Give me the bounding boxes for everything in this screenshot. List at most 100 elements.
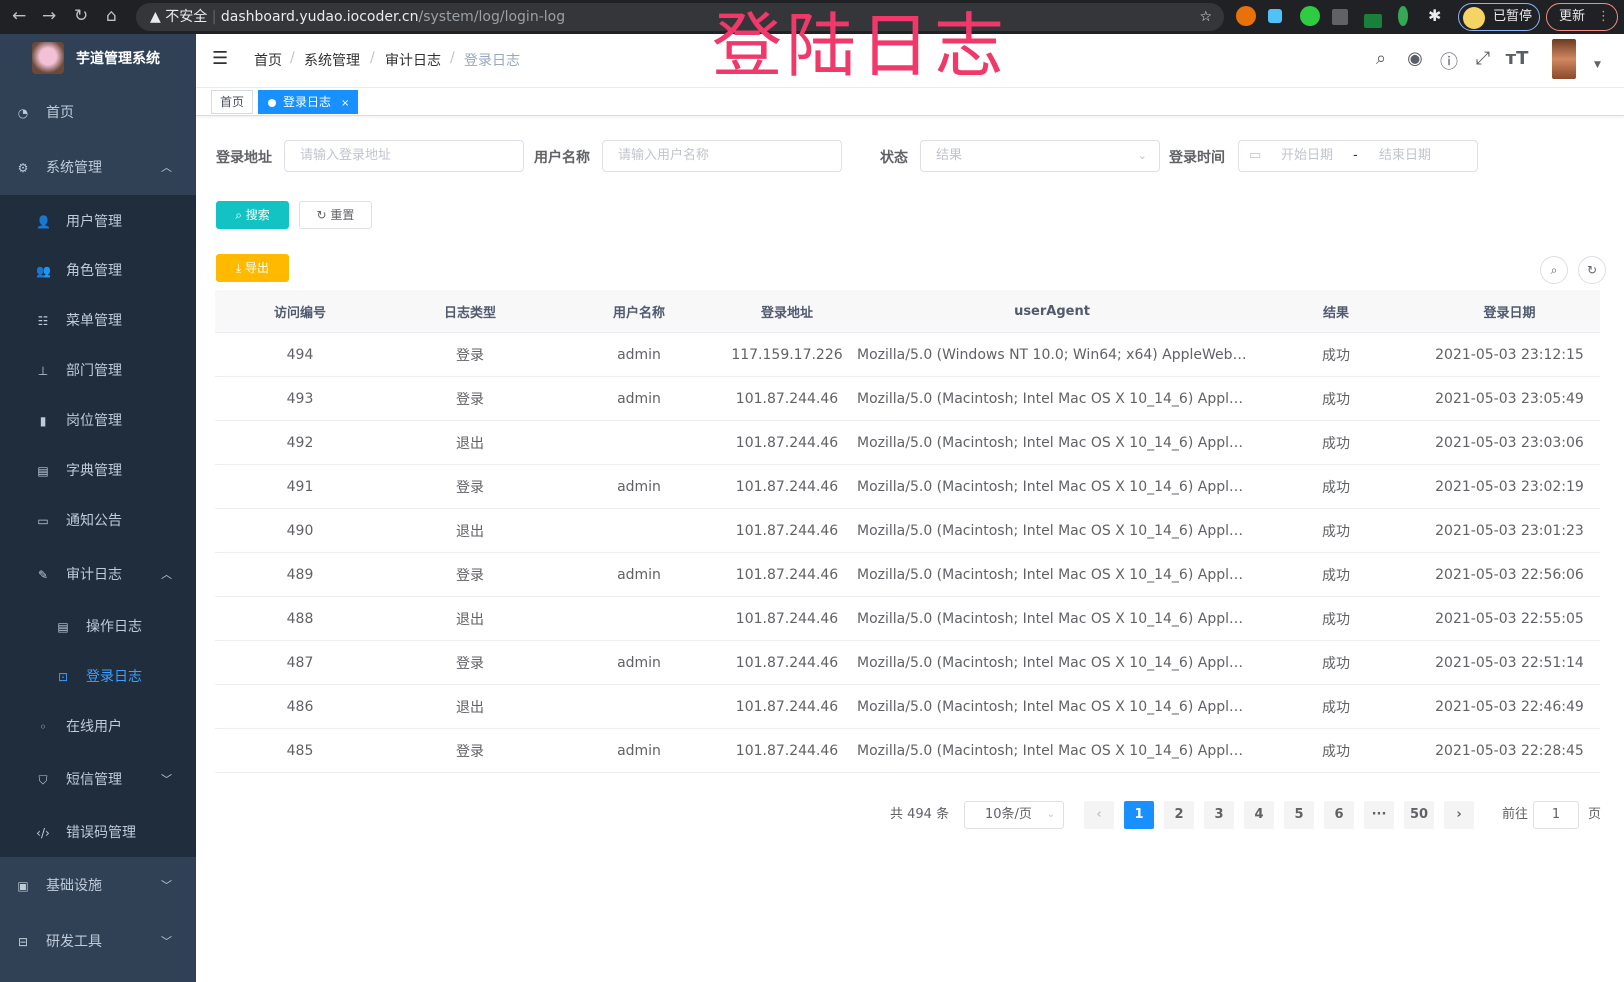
url-host: dashboard.yudao.iocoder.cn <box>220 9 419 25</box>
refresh-button[interactable]: ↻ <box>1578 256 1606 284</box>
fullscreen-icon[interactable]: ⤢ <box>1475 48 1491 69</box>
table-cell: 成功 <box>1322 435 1350 452</box>
github-icon[interactable]: ◉ <box>1407 48 1423 69</box>
caret-down-icon[interactable]: ▼ <box>1594 60 1601 70</box>
tag-home[interactable]: 首页 <box>211 90 254 114</box>
chevron-down-icon: ⌄ <box>1137 149 1147 162</box>
reset-button-label: 重置 <box>330 208 355 222</box>
sidebar-item-6[interactable]: ▮ 岗位管理 <box>0 396 196 446</box>
submenu-background <box>0 195 196 857</box>
avatar[interactable] <box>1552 39 1576 79</box>
chevron-up-icon: ︿ <box>161 161 172 174</box>
chevron-up-icon: ︿ <box>161 568 172 581</box>
sidebar-item-1[interactable]: ⚙ 系统管理 ︿ <box>0 143 196 193</box>
page-size-select[interactable]: 10条/页 ⌄ <box>964 801 1064 829</box>
sidebar-item-12[interactable]: ◦ 在线用户 <box>0 702 196 752</box>
sidebar-item-9[interactable]: ✎ 审计日志 ︿ <box>0 550 196 600</box>
end-date-input[interactable]: 结束日期 <box>1379 148 1432 163</box>
table-cell: admin <box>617 742 661 759</box>
home-icon[interactable]: ⌂ <box>106 6 117 26</box>
profile-button[interactable]: 已暂停 <box>1458 3 1540 31</box>
sidebar-item-8[interactable]: ▭ 通知公告 <box>0 496 196 546</box>
search-button[interactable]: ⌕ 搜索 <box>216 201 289 229</box>
sidebar-item-label: 岗位管理 <box>66 413 122 429</box>
sidebar-item-11[interactable]: ⊡ 登录日志 <box>0 652 196 702</box>
breadcrumb-separator: / <box>290 50 295 66</box>
update-button[interactable]: 更新 ⋮ <box>1546 3 1618 31</box>
page-button[interactable]: ··· <box>1364 801 1394 829</box>
address-bar[interactable]: ▲ 不安全 | dashboard.yudao.iocoder.cn/syste… <box>136 3 1224 31</box>
status-select[interactable]: 结果 ⌄ <box>920 140 1160 172</box>
extension-icon[interactable] <box>1268 9 1282 23</box>
table-cell: 成功 <box>1322 743 1350 760</box>
breadcrumb-home[interactable]: 首页 <box>254 53 282 69</box>
page-button[interactable]: 50 <box>1404 801 1434 829</box>
page-button[interactable]: 6 <box>1324 801 1354 829</box>
sidebar-item-0[interactable]: ◔ 首页 <box>0 88 196 138</box>
export-button[interactable]: ⤓ 导出 <box>216 254 289 282</box>
page-button[interactable]: 2 <box>1164 801 1194 829</box>
sidebar-item-3[interactable]: 👥 角色管理 <box>0 246 196 296</box>
goto-label: 前往 <box>1502 807 1529 822</box>
page-button[interactable]: 4 <box>1244 801 1274 829</box>
next-page-button[interactable]: › <box>1444 801 1474 829</box>
breadcrumb-system: 系统管理 <box>304 53 360 69</box>
back-icon[interactable]: ← <box>12 6 27 26</box>
sidebar-item-15[interactable]: ▣ 基础设施 ﹀ <box>0 861 196 911</box>
extension-icon[interactable] <box>1332 9 1348 25</box>
sidebar-item-16[interactable]: ⊟ 研发工具 ﹀ <box>0 917 196 967</box>
logininfor-icon: ⊡ <box>57 670 69 684</box>
column-header[interactable]: 登录地址 <box>760 305 813 321</box>
sidebar-item-5[interactable]: ⊥ 部门管理 <box>0 346 196 396</box>
page-button[interactable]: 5 <box>1284 801 1314 829</box>
font-size-icon[interactable]: тT <box>1505 48 1529 69</box>
column-header[interactable]: 日志类型 <box>443 305 496 321</box>
table-cell: 登录 <box>456 347 484 364</box>
extension-icon[interactable] <box>1398 6 1408 26</box>
sidebar-item-label: 审计日志 <box>66 567 122 583</box>
sidebar-item-7[interactable]: ▤ 字典管理 <box>0 446 196 496</box>
extension-icon[interactable] <box>1236 6 1256 26</box>
close-icon[interactable]: × <box>341 98 350 109</box>
table-cell: 117.159.17.226 <box>731 346 843 363</box>
chevron-down-icon: ⌄ <box>1046 809 1055 820</box>
puzzle-icon[interactable]: ✱ <box>1428 6 1442 25</box>
goto-page-input[interactable]: 1 <box>1533 801 1579 829</box>
sidebar-item-14[interactable]: ‹/› 错误码管理 <box>0 808 196 858</box>
extension-icon[interactable] <box>1300 6 1320 26</box>
column-header[interactable]: userAgent <box>1014 303 1090 319</box>
calendar-icon: ▭ <box>1249 148 1262 163</box>
hamburger-icon[interactable]: ☰ <box>212 48 229 69</box>
table-cell: 101.87.244.46 <box>735 434 839 451</box>
column-header[interactable]: 用户名称 <box>612 305 665 321</box>
date-range-picker[interactable]: ▭ 开始日期 - 结束日期 <box>1238 140 1478 172</box>
start-date-input[interactable]: 开始日期 <box>1281 148 1334 163</box>
page-button[interactable]: 1 <box>1124 801 1154 829</box>
star-icon[interactable]: ☆ <box>1199 9 1212 25</box>
column-header[interactable]: 结果 <box>1322 305 1349 321</box>
forward-icon[interactable]: → <box>42 6 57 26</box>
column-header[interactable]: 登录日期 <box>1483 305 1536 321</box>
search-icon[interactable]: ⌕ <box>1375 48 1387 69</box>
tag-login-log[interactable]: 登录日志 × <box>258 90 359 114</box>
username-input[interactable]: 请输入用户名称 <box>602 140 842 172</box>
page-button[interactable]: 3 <box>1204 801 1234 829</box>
reload-icon[interactable]: ↻ <box>74 6 89 26</box>
reset-button[interactable]: ↻ 重置 <box>299 201 372 229</box>
post-icon: ▮ <box>39 414 47 428</box>
sidebar-item-10[interactable]: ▤ 操作日志 <box>0 602 196 652</box>
address-input[interactable]: 请输入登录地址 <box>284 140 524 172</box>
table-cell: 2021-05-03 23:05:49 <box>1435 390 1584 407</box>
table-cell: admin <box>617 478 661 495</box>
prev-page-button[interactable]: ‹ <box>1084 801 1114 829</box>
table-row: 494 登录 admin 117.159.17.226 Mozilla/5.0 (Win… <box>215 333 1600 377</box>
column-header[interactable]: 访问编号 <box>273 305 326 321</box>
extension-icon[interactable] <box>1364 14 1382 28</box>
question-icon[interactable]: ⓘ <box>1440 52 1458 73</box>
sidebar-item-4[interactable]: ☷ 菜单管理 <box>0 296 196 346</box>
sidebar-item-13[interactable]: ⛉ 短信管理 ﹀ <box>0 755 196 805</box>
toggle-search-button[interactable]: ⌕ <box>1540 256 1568 284</box>
table-cell: 492 <box>286 434 314 451</box>
sidebar-item-2[interactable]: 👤 用户管理 <box>0 197 196 247</box>
table-cell: admin <box>617 566 661 583</box>
